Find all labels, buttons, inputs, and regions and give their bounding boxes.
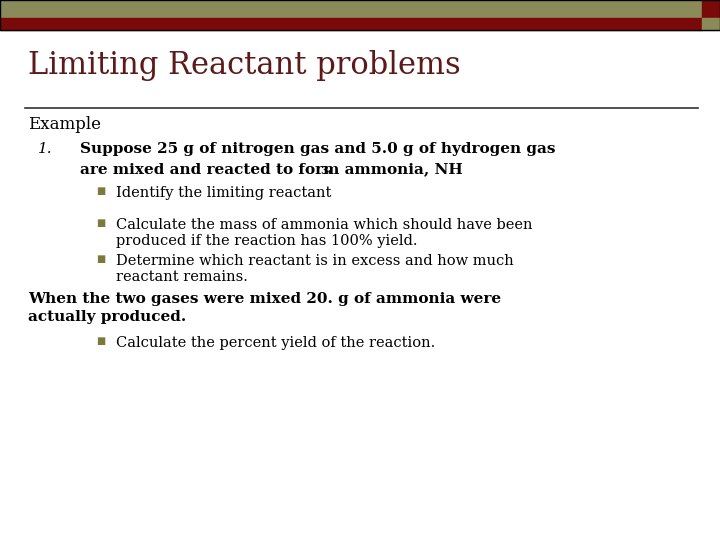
Bar — [0, 0, 720, 30]
Text: When the two gases were mixed 20. g of ammonia were: When the two gases were mixed 20. g of a… — [28, 292, 501, 306]
Text: ■: ■ — [96, 186, 105, 196]
Text: 1.: 1. — [38, 142, 53, 156]
Text: ■: ■ — [96, 218, 105, 228]
Text: Suppose 25 g of nitrogen gas and 5.0 g of hydrogen gas: Suppose 25 g of nitrogen gas and 5.0 g o… — [80, 142, 556, 156]
Text: Calculate the mass of ammonia which should have been: Calculate the mass of ammonia which shou… — [116, 218, 533, 232]
Text: .: . — [327, 162, 332, 176]
Bar — [702, 18, 720, 30]
Bar — [0, 18, 702, 30]
Text: Calculate the percent yield of the reaction.: Calculate the percent yield of the react… — [116, 336, 436, 350]
Bar — [0, 0, 702, 18]
Text: ■: ■ — [96, 336, 105, 346]
Text: are mixed and reacted to form ammonia, NH: are mixed and reacted to form ammonia, N… — [80, 162, 463, 176]
Text: produced if the reaction has 100% yield.: produced if the reaction has 100% yield. — [116, 234, 418, 248]
Text: Example: Example — [28, 116, 101, 133]
Text: ■: ■ — [96, 254, 105, 264]
Text: Determine which reactant is in excess and how much: Determine which reactant is in excess an… — [116, 254, 514, 268]
Text: 3: 3 — [320, 165, 328, 176]
Text: actually produced.: actually produced. — [28, 310, 186, 324]
Bar — [702, 0, 720, 18]
Text: Identify the limiting reactant: Identify the limiting reactant — [116, 186, 331, 200]
Text: reactant remains.: reactant remains. — [116, 270, 248, 284]
Text: Limiting Reactant problems: Limiting Reactant problems — [28, 50, 461, 81]
